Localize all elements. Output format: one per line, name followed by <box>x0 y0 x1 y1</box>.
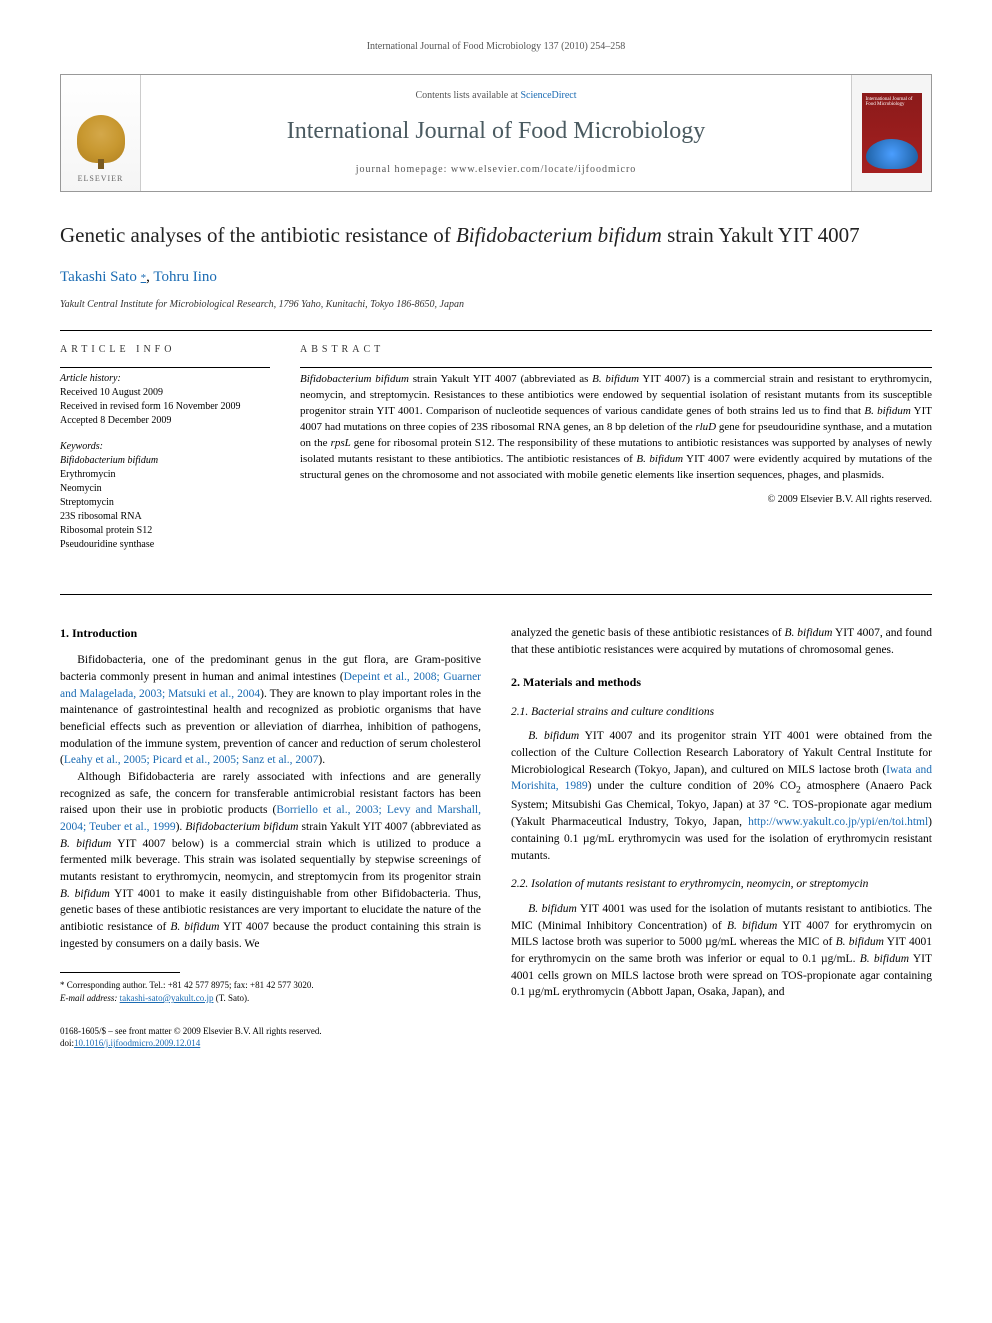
info-label: article info <box>60 343 270 357</box>
section-mm-1-heading: 2.1. Bacterial strains and culture condi… <box>511 704 932 721</box>
title-species: Bifidobacterium bifidum <box>456 223 662 247</box>
cover-thumb-area: International Journal of Food Microbiolo… <box>851 75 931 191</box>
rule-top <box>60 330 932 331</box>
corr-email-link[interactable]: takashi-sato@yakult.co.jp <box>120 993 214 1003</box>
affiliation: Yakult Central Institute for Microbiolog… <box>60 298 932 312</box>
contents-available: Contents lists available at ScienceDirec… <box>151 89 841 103</box>
doi-link[interactable]: 10.1016/j.ijfoodmicro.2009.12.014 <box>74 1038 200 1048</box>
corresponding-footnote: * Corresponding author. Tel.: +81 42 577… <box>60 979 481 1004</box>
corr-contact: * Corresponding author. Tel.: +81 42 577… <box>60 979 481 992</box>
section-mm-heading: 2. Materials and methods <box>511 674 932 691</box>
footer-copyright: 0168-1605/$ – see front matter © 2009 El… <box>60 1025 322 1038</box>
title-post: strain Yakult YIT 4007 <box>662 223 860 247</box>
author-link-2[interactable]: Tohru Iino <box>153 269 217 285</box>
history-received: Received 10 August 2009 <box>60 387 163 398</box>
email-label: E-mail address: <box>60 993 120 1003</box>
journal-cover-thumb[interactable]: International Journal of Food Microbiolo… <box>862 93 922 173</box>
footnote-separator <box>60 972 180 973</box>
abstract-text: Bifidobacterium bifidum strain Yakult YI… <box>300 372 932 484</box>
keywords-label: Keywords: <box>60 441 103 452</box>
history-accepted: Accepted 8 December 2009 <box>60 415 171 426</box>
intro-para-2-cont: analyzed the genetic basis of these anti… <box>511 625 932 658</box>
section-intro-heading: 1. Introduction <box>60 625 481 642</box>
body-column-left: 1. Introduction Bifidobacteria, one of t… <box>60 625 481 1005</box>
cover-image-icon <box>866 139 918 169</box>
info-rule <box>60 367 270 368</box>
keyword-2: Neomycin <box>60 483 102 494</box>
elsevier-tree-icon <box>77 115 125 163</box>
email-suffix: (T. Sato). <box>213 993 249 1003</box>
author-link-1[interactable]: Takashi Sato <box>60 269 137 285</box>
abstract-label: abstract <box>300 343 932 357</box>
elsevier-logo[interactable]: ELSEVIER <box>67 115 134 184</box>
history-revised: Received in revised form 16 November 200… <box>60 401 241 412</box>
article-history: Article history: Received 10 August 2009… <box>60 372 270 428</box>
keywords-block: Keywords: Bifidobacterium bifidum Erythr… <box>60 440 270 552</box>
keyword-6: Pseudouridine synthase <box>60 539 154 550</box>
abstract-copyright: © 2009 Elsevier B.V. All rights reserved… <box>300 493 932 507</box>
keyword-4: 23S ribosomal RNA <box>60 511 142 522</box>
intro-para-1: Bifidobacteria, one of the predominant g… <box>60 652 481 769</box>
journal-homepage: journal homepage: www.elsevier.com/locat… <box>151 163 841 177</box>
rule-bottom <box>60 594 932 595</box>
page-footer: 0168-1605/$ – see front matter © 2009 El… <box>60 1025 932 1050</box>
body-columns: 1. Introduction Bifidobacteria, one of t… <box>60 625 932 1005</box>
sciencedirect-link[interactable]: ScienceDirect <box>520 90 576 101</box>
keyword-0: Bifidobacterium bifidum <box>60 455 158 466</box>
journal-title: International Journal of Food Microbiolo… <box>151 115 841 149</box>
keyword-1: Erythromycin <box>60 469 116 480</box>
running-header: International Journal of Food Microbiolo… <box>60 40 932 54</box>
article-info-column: article info Article history: Received 1… <box>60 335 270 564</box>
article-title: Genetic analyses of the antibiotic resis… <box>60 222 932 249</box>
intro-para-2: Although Bifidobacteria are rarely assoc… <box>60 769 481 952</box>
section-mm-2-heading: 2.2. Isolation of mutants resistant to e… <box>511 876 932 893</box>
footer-left: 0168-1605/$ – see front matter © 2009 El… <box>60 1025 322 1050</box>
abstract-rule <box>300 367 932 368</box>
publisher-logo-area: ELSEVIER <box>61 75 141 191</box>
mm-1-para: B. bifidum YIT 4007 and its progenitor s… <box>511 728 932 864</box>
keyword-3: Streptomycin <box>60 497 114 508</box>
journal-banner: ELSEVIER Contents lists available at Sci… <box>60 74 932 192</box>
abstract-column: abstract Bifidobacterium bifidum strain … <box>300 335 932 564</box>
contents-prefix: Contents lists available at <box>415 90 520 101</box>
publisher-name: ELSEVIER <box>78 173 124 184</box>
mm-2-para: B. bifidum YIT 4001 was used for the iso… <box>511 901 932 1001</box>
banner-center: Contents lists available at ScienceDirec… <box>141 75 851 191</box>
title-pre: Genetic analyses of the antibiotic resis… <box>60 223 456 247</box>
cover-title: International Journal of Food Microbiolo… <box>866 97 918 108</box>
authors: Takashi Sato *, Tohru Iino <box>60 267 932 288</box>
keyword-5: Ribosomal protein S12 <box>60 525 152 536</box>
doi-prefix: doi: <box>60 1038 74 1048</box>
info-abstract-row: article info Article history: Received 1… <box>60 335 932 564</box>
history-label: Article history: <box>60 373 121 384</box>
body-column-right: analyzed the genetic basis of these anti… <box>511 625 932 1005</box>
